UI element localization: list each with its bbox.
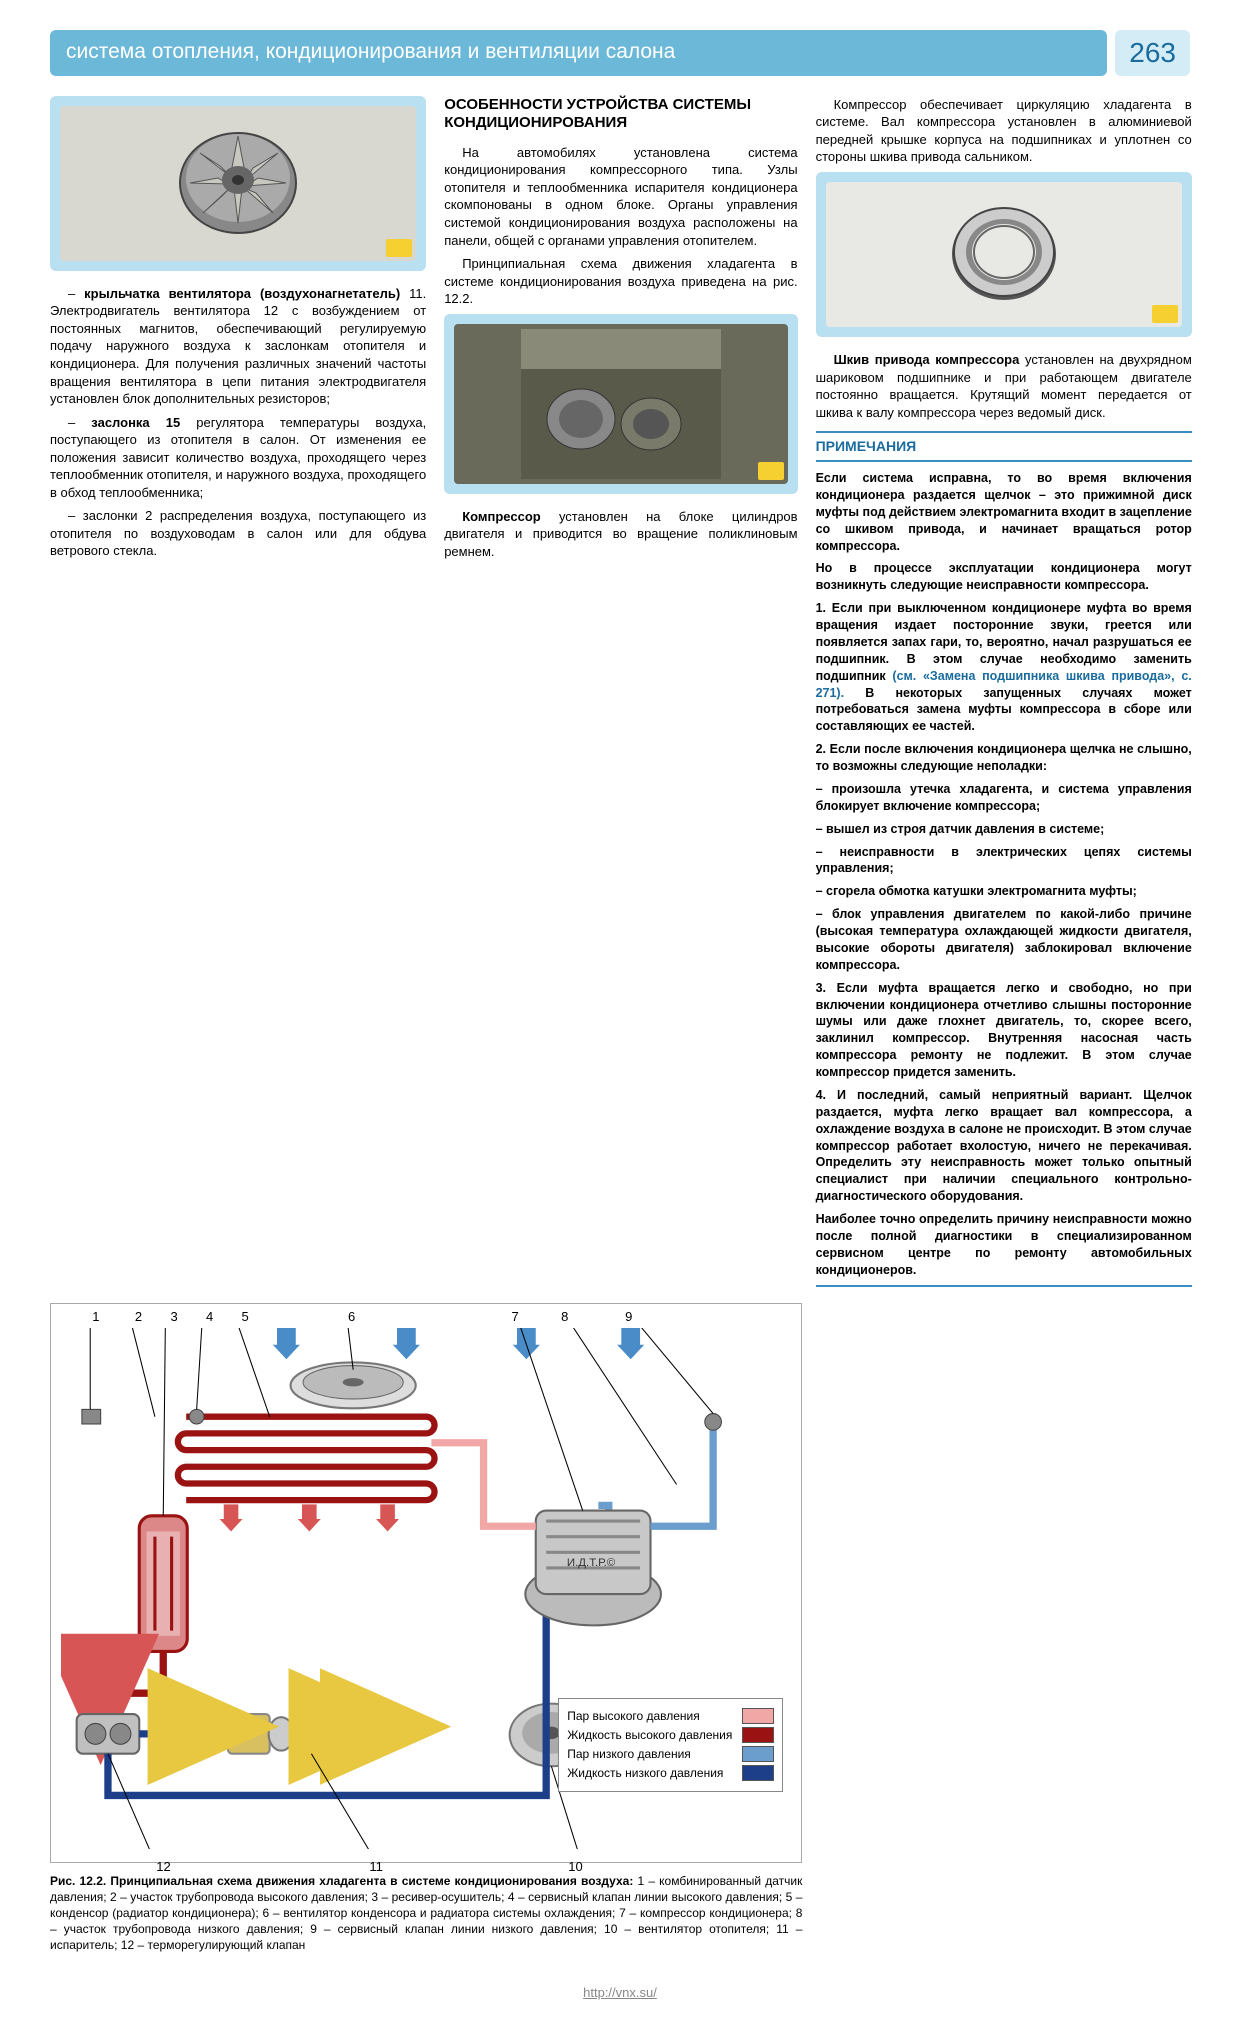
fan-illustration [168,118,308,248]
para-impeller: – крыльчатка вентилятора (воздухонагнета… [50,285,426,408]
legend-row: Жидкость высокого давления [567,1727,774,1743]
callout-2: 2 [135,1308,142,1326]
callout-1: 1 [92,1308,99,1326]
legend-row: Жидкость низкого давления [567,1765,774,1781]
callout-12: 12 [156,1858,170,1876]
figure-fan [50,96,426,271]
legend-row: Пар высокого давления [567,1708,774,1724]
para-right-0: Компрессор обеспечивает циркуляцию хлада… [816,96,1192,166]
callout-11: 11 [369,1858,383,1876]
note-9: – блок управления двигателем по какой-ли… [816,906,1192,974]
note-10: 3. Если муфта вращается легко и свободно… [816,980,1192,1081]
column-middle: ОСОБЕННОСТИ УСТРОЙСТВА СИСТЕМЫ КОНДИЦИОН… [444,96,797,1287]
figure-compressor-photo [444,314,797,494]
note-5: – произошла утечка хладагента, и система… [816,781,1192,815]
diagram-box: 1 2 3 4 5 6 7 8 9 [50,1303,802,1863]
car-icon [386,239,412,257]
note-6: – вышел из строя датчик давления в систе… [816,821,1192,838]
page-number: 263 [1115,30,1190,76]
chapter-title: система отопления, кондиционирования и в… [50,30,1107,76]
figure-bearing [816,172,1192,337]
callout-3: 3 [170,1308,177,1326]
callout-5: 5 [241,1308,248,1326]
legend-label: Жидкость высокого давления [567,1727,732,1743]
callout-7: 7 [511,1308,518,1326]
legend-row: Пар низкого давления [567,1746,774,1762]
column-right: Компрессор обеспечивает циркуляцию хлада… [816,96,1192,1287]
column-left: – крыльчатка вентилятора (воздухонагнета… [50,96,426,1287]
notes-block: Если система исправна, то во время включ… [816,470,1192,1279]
note-8: – сгорела обмотка катушки электромагнита… [816,883,1192,900]
callout-10: 10 [568,1858,582,1876]
note-11: 4. И последний, самый неприятный вариант… [816,1087,1192,1205]
callout-9: 9 [625,1308,632,1326]
note-1: Если система исправна, то во время включ… [816,470,1192,554]
para-compressor: Компрессор установлен на блоке цилиндров… [444,508,797,561]
legend-swatch [742,1727,774,1743]
para-damper: – заслонка 15 регулятора температуры воз… [50,414,426,502]
legend-label: Пар высокого давления [567,1708,700,1724]
callout-6: 6 [348,1308,355,1326]
diagram-legend: Пар высокого давления Жидкость высокого д… [558,1698,783,1792]
para-dampers2: – заслонки 2 распределения воздуха, пост… [50,507,426,560]
car-icon [1152,305,1178,323]
section-heading: ОСОБЕННОСТИ УСТРОЙСТВА СИСТЕМЫ КОНДИЦИОН… [444,96,797,132]
callout-4: 4 [206,1308,213,1326]
bearing-illustration [939,194,1069,314]
para-mid-2: Принципиальная схема движения хладагента… [444,255,797,308]
page-footer-url: http://vnx.su/ [50,1984,1190,2002]
note-3: 1. Если при выключенном кондиционере муф… [816,600,1192,735]
content-columns: – крыльчатка вентилятора (воздухонагнета… [50,96,1190,1287]
para-mid-1: На автомобилях установлена система конди… [444,144,797,249]
note-4: 2. Если после включения кондиционера щел… [816,741,1192,775]
legend-swatch [742,1765,774,1781]
notes-heading: ПРИМЕЧАНИЯ [816,431,1192,462]
callout-8: 8 [561,1308,568,1326]
legend-swatch [742,1708,774,1724]
legend-swatch [742,1746,774,1762]
compressor-photo-illustration [521,329,721,479]
note-12: Наиболее точно определить причину неиспр… [816,1211,1192,1279]
note-2: Но в процессе эксплуатации кондиционера … [816,560,1192,594]
page-header: система отопления, кондиционирования и в… [50,30,1190,76]
diagram-watermark: И.Д.Т.Р.© [567,1556,616,1568]
car-icon [758,462,784,480]
diagram-area: 123456789 [50,1303,802,1954]
notes-end-rule [816,1285,1192,1287]
legend-label: Жидкость низкого давления [567,1765,723,1781]
para-pulley: Шкив привода компрессора установлен на д… [816,351,1192,421]
diagram-caption: Рис. 12.2. Принципиальная схема движения… [50,1873,802,1954]
legend-label: Пар низкого давления [567,1746,691,1762]
note-7: – неисправности в электрических цепях си… [816,844,1192,878]
